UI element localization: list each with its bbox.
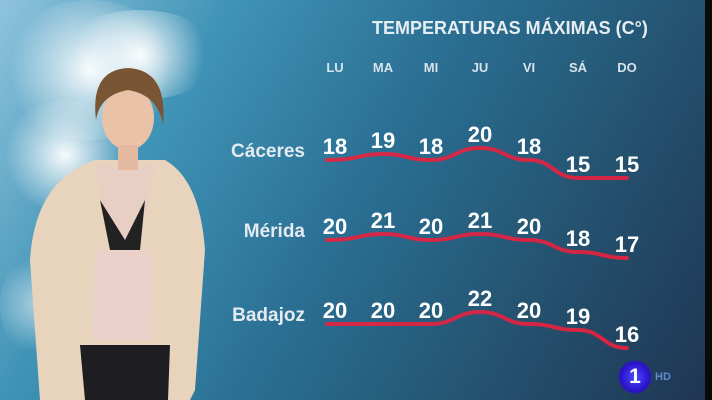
data-label: 21: [468, 208, 492, 233]
series-line: [325, 145, 629, 180]
data-label: 20: [517, 214, 541, 239]
chart-title: TEMPERATURAS MÁXIMAS (C°): [372, 18, 648, 38]
data-label: 18: [566, 226, 590, 251]
data-label: 20: [468, 122, 492, 147]
data-label: 18: [419, 134, 443, 159]
day-label: LU: [326, 60, 344, 75]
data-label: 19: [566, 304, 590, 329]
city-label: Cáceres: [231, 141, 305, 162]
day-label: MA: [372, 60, 394, 75]
day-label: VI: [522, 60, 536, 75]
data-label: 20: [371, 298, 395, 323]
data-label: 20: [419, 298, 443, 323]
data-label: 19: [371, 128, 395, 153]
city-label: Mérida: [243, 221, 305, 242]
series-line: [325, 309, 629, 350]
frame-edge: [705, 0, 712, 400]
day-label: SÁ: [568, 60, 588, 75]
data-label: 15: [566, 152, 590, 177]
data-label: 20: [323, 298, 347, 323]
channel-logo: 1: [618, 360, 652, 394]
day-label: MI: [423, 60, 439, 75]
data-label: 15: [615, 152, 639, 177]
data-label: 20: [419, 214, 443, 239]
data-label: 22: [468, 286, 492, 311]
day-label: JU: [471, 60, 489, 75]
data-label: 18: [323, 134, 347, 159]
data-label: 18: [517, 134, 541, 159]
data-label: 16: [615, 322, 639, 347]
day-label: DO: [617, 60, 637, 75]
data-label: 20: [517, 298, 541, 323]
data-label: 17: [615, 232, 639, 257]
series-line: [325, 231, 629, 260]
city-label: Badajoz: [232, 305, 305, 326]
data-label: 20: [323, 214, 347, 239]
hd-badge: HD: [655, 371, 671, 383]
data-label: 21: [371, 208, 395, 233]
